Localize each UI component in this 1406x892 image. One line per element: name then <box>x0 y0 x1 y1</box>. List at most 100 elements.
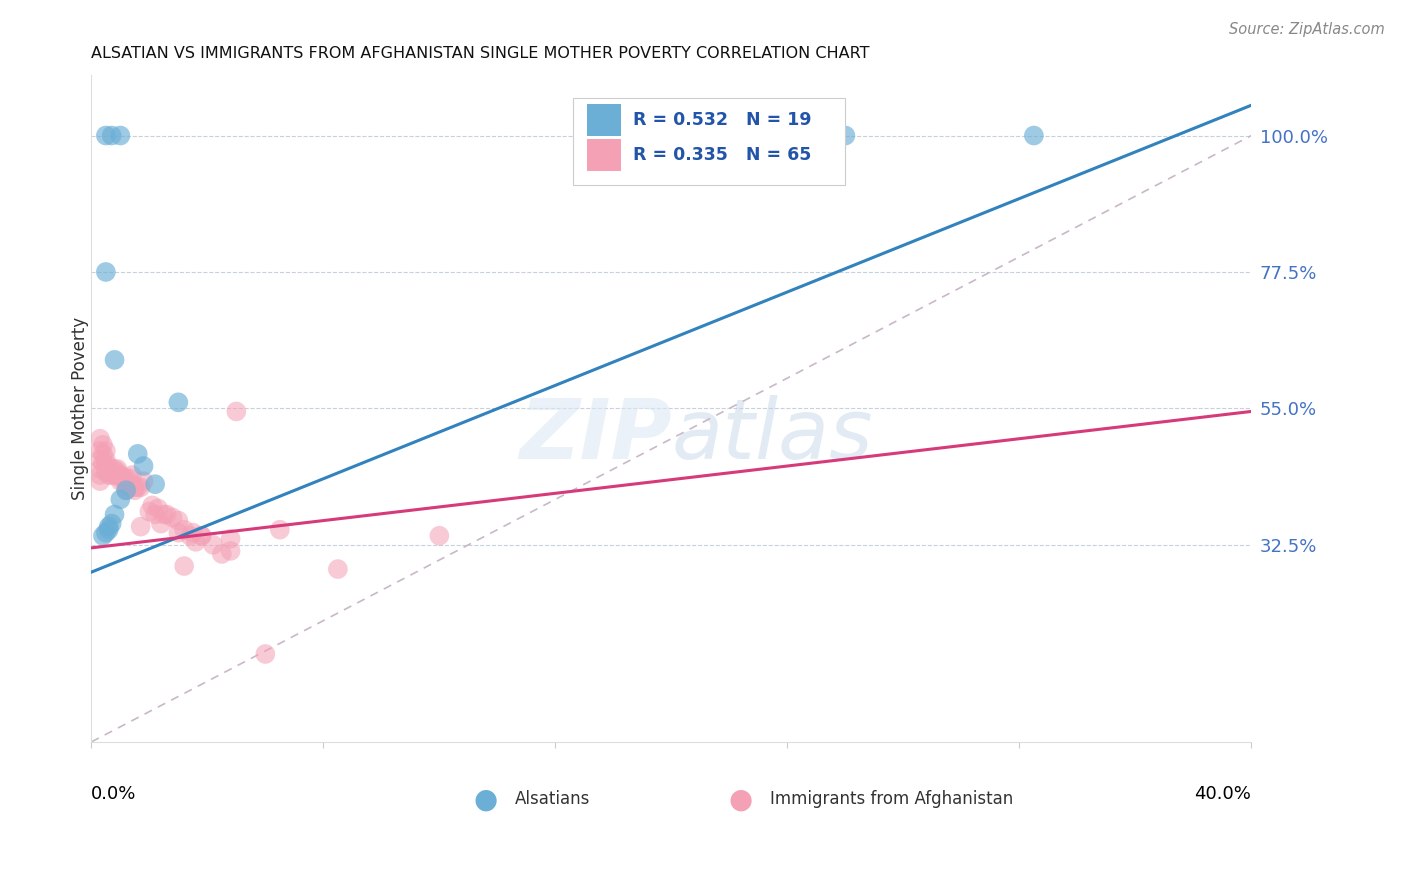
Point <box>127 447 149 461</box>
Text: Source: ZipAtlas.com: Source: ZipAtlas.com <box>1229 22 1385 37</box>
Y-axis label: Single Mother Poverty: Single Mother Poverty <box>72 317 89 500</box>
Point <box>115 471 138 485</box>
Text: ●: ● <box>474 785 498 814</box>
Point <box>167 514 190 528</box>
Point <box>112 471 135 485</box>
Point <box>91 447 114 461</box>
Point <box>97 458 120 473</box>
Point <box>97 523 120 537</box>
Point <box>162 510 184 524</box>
Point <box>173 523 195 537</box>
Point <box>132 474 155 488</box>
Point <box>190 529 212 543</box>
Point <box>219 532 242 546</box>
Point <box>100 468 122 483</box>
Point <box>91 438 114 452</box>
Point <box>89 462 111 476</box>
Point <box>97 465 120 479</box>
Point <box>173 559 195 574</box>
Point <box>103 462 125 476</box>
FancyBboxPatch shape <box>572 98 845 185</box>
Point <box>100 128 122 143</box>
Point <box>100 516 122 531</box>
Text: ZIP: ZIP <box>519 394 672 475</box>
Point <box>167 525 190 540</box>
Point <box>110 474 132 488</box>
Point <box>110 492 132 507</box>
Point <box>219 544 242 558</box>
Point <box>167 395 190 409</box>
Text: Immigrants from Afghanistan: Immigrants from Afghanistan <box>770 790 1014 808</box>
Point <box>254 647 277 661</box>
Point <box>184 534 207 549</box>
Text: ALSATIAN VS IMMIGRANTS FROM AFGHANISTAN SINGLE MOTHER POVERTY CORRELATION CHART: ALSATIAN VS IMMIGRANTS FROM AFGHANISTAN … <box>91 46 870 62</box>
Point <box>89 443 111 458</box>
Point <box>115 483 138 498</box>
Point <box>94 443 117 458</box>
Point <box>181 525 204 540</box>
Point <box>115 483 138 498</box>
Point <box>94 525 117 540</box>
Point <box>124 480 146 494</box>
Point <box>121 477 143 491</box>
Point <box>427 529 450 543</box>
Point <box>107 462 129 476</box>
Point <box>129 480 152 494</box>
Point <box>89 453 111 467</box>
Point <box>143 477 166 491</box>
Point <box>91 529 114 543</box>
Point <box>225 404 247 418</box>
Point <box>103 508 125 522</box>
Text: R = 0.532   N = 19: R = 0.532 N = 19 <box>633 112 811 129</box>
Point <box>91 456 114 470</box>
Point <box>146 501 169 516</box>
Point <box>269 523 291 537</box>
Point <box>202 538 225 552</box>
Point <box>97 468 120 483</box>
Point <box>107 468 129 483</box>
Point <box>834 128 856 143</box>
Point <box>107 465 129 479</box>
Text: 40.0%: 40.0% <box>1195 785 1251 804</box>
Point <box>132 458 155 473</box>
Point <box>94 265 117 279</box>
Point <box>179 529 201 543</box>
Point <box>124 483 146 498</box>
Point <box>121 468 143 483</box>
Point <box>190 529 212 543</box>
Point <box>94 465 117 479</box>
Point <box>149 516 172 531</box>
Point <box>110 128 132 143</box>
Point <box>103 468 125 483</box>
Point <box>143 508 166 522</box>
Point <box>89 474 111 488</box>
FancyBboxPatch shape <box>586 139 621 171</box>
Text: atlas: atlas <box>672 394 873 475</box>
Point <box>141 499 163 513</box>
Point <box>118 480 141 494</box>
Text: Alsatians: Alsatians <box>515 790 591 808</box>
Point <box>153 508 176 522</box>
Point <box>97 519 120 533</box>
Point <box>129 519 152 533</box>
Point <box>94 458 117 473</box>
Point <box>138 504 160 518</box>
Point <box>94 453 117 467</box>
Point <box>103 352 125 367</box>
Point <box>89 468 111 483</box>
Point <box>211 547 233 561</box>
Point <box>100 465 122 479</box>
Point <box>94 128 117 143</box>
Point <box>1022 128 1045 143</box>
Text: 0.0%: 0.0% <box>91 785 136 804</box>
Point <box>118 471 141 485</box>
Point <box>89 432 111 446</box>
Point <box>110 471 132 485</box>
Point <box>156 508 179 522</box>
FancyBboxPatch shape <box>586 104 621 136</box>
Text: R = 0.335   N = 65: R = 0.335 N = 65 <box>633 146 811 164</box>
Point <box>127 480 149 494</box>
Point <box>326 562 349 576</box>
Text: ●: ● <box>728 785 754 814</box>
Point <box>110 468 132 483</box>
